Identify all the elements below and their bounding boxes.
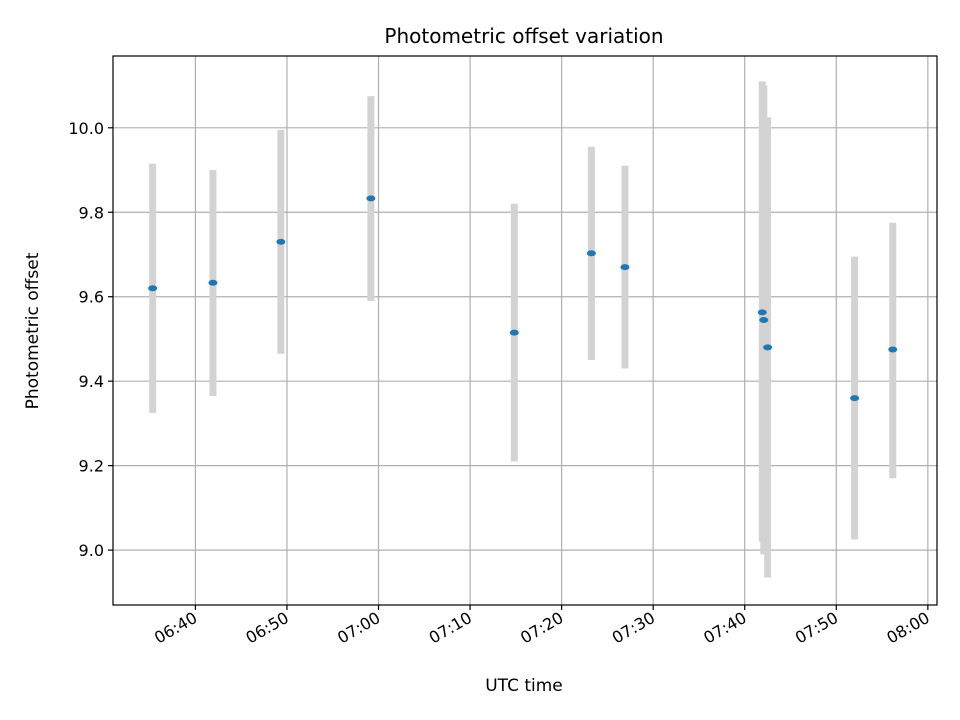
chart-title: Photometric offset variation xyxy=(384,24,663,48)
y-tick-label: 9.8 xyxy=(79,203,104,222)
data-point xyxy=(148,285,158,292)
y-tick-label: 9.4 xyxy=(79,372,104,391)
y-tick-label: 10.0 xyxy=(68,119,104,138)
data-point xyxy=(763,344,773,351)
data-points xyxy=(148,195,898,402)
y-tick-label: 9.0 xyxy=(79,541,104,560)
grid xyxy=(113,56,937,605)
data-point xyxy=(208,279,218,286)
data-point xyxy=(888,346,898,353)
x-axis-title: UTC time xyxy=(485,676,563,696)
data-point xyxy=(276,238,286,245)
y-tick-label: 9.6 xyxy=(79,288,104,307)
data-point xyxy=(850,395,860,402)
data-point xyxy=(366,195,376,202)
data-point xyxy=(759,316,769,323)
y-axis-title: Photometric offset xyxy=(23,252,43,409)
plot-frame xyxy=(112,55,938,606)
data-point xyxy=(620,264,630,271)
y-tick-label: 9.2 xyxy=(79,457,104,476)
data-point xyxy=(509,329,519,336)
y-axis-ticks: 9.0 9.2 9.4 9.6 9.8 10.0 xyxy=(68,119,113,560)
data-point xyxy=(757,309,767,316)
data-point xyxy=(586,250,596,257)
